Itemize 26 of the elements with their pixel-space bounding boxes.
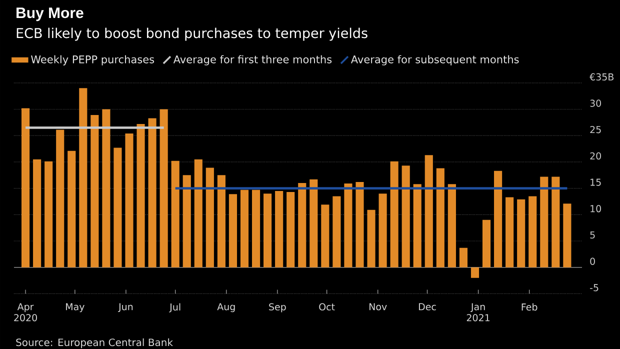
y-tick-label: 5 xyxy=(590,231,595,239)
x-tick-label: Dec xyxy=(418,303,436,310)
x-tick-label: May xyxy=(66,303,84,312)
y-tick-label: €35B xyxy=(590,73,614,80)
legend-label: Weekly PEPP purchases xyxy=(31,55,154,66)
y-tick-label: 20 xyxy=(590,152,601,160)
x-tick-label: Jul xyxy=(169,303,180,312)
source-note: Source: European Central Bank xyxy=(16,338,173,348)
chart-subtitle: ECB likely to boost bond purchases to temper yields xyxy=(16,28,368,41)
legend-label: Average for subsequent months xyxy=(350,55,519,66)
x-tick-label: Feb xyxy=(522,303,538,311)
y-tick-label: 25 xyxy=(590,126,601,134)
y-tick-label: -5 xyxy=(590,284,598,292)
x-tick-label: Nov xyxy=(370,303,387,310)
y-tick-label: 10 xyxy=(590,205,601,212)
x-tick-label: Oct xyxy=(319,303,335,310)
x-tick-label: Jan 2021 xyxy=(466,303,490,322)
x-tick-label: Aug xyxy=(217,303,235,312)
chart-title: Buy More xyxy=(16,8,84,22)
x-tick-label: Sep xyxy=(269,303,286,312)
legend-label: Average for first three months xyxy=(173,55,332,66)
y-tick-label: 15 xyxy=(590,178,601,186)
x-tick-label: Apr 2020 xyxy=(14,303,37,322)
y-tick-label: 30 xyxy=(590,100,601,107)
y-tick-label: 0 xyxy=(590,258,595,265)
x-tick-label: Jun xyxy=(118,303,133,312)
